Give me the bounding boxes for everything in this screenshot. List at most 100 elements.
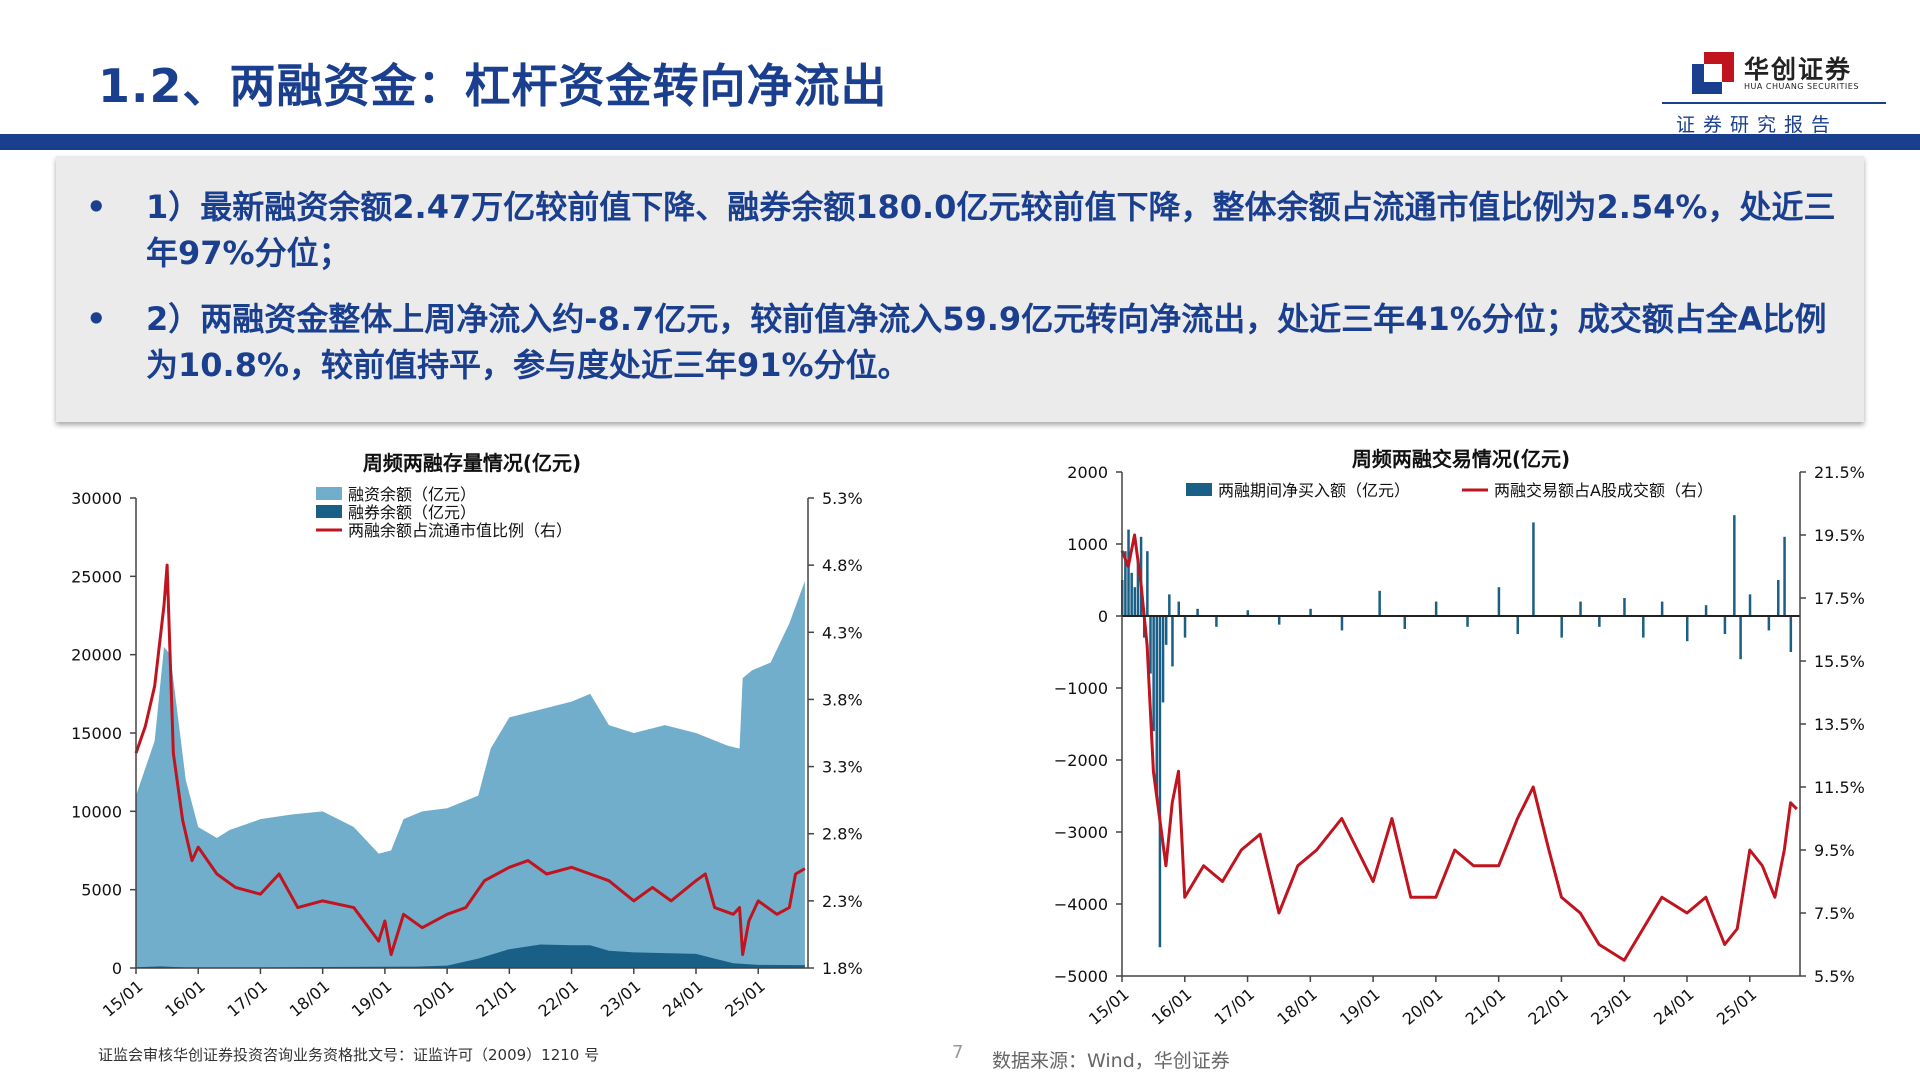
bar [1403,616,1406,629]
y-tick-label-left: 10000 [71,802,122,821]
bar [1340,616,1344,631]
logo-text-cn: 华创证券 [1744,55,1853,84]
x-tick-label: 21/01 [1462,985,1510,1029]
chart-right: 周频两融交易情况(亿元) −5000 −4000 −3000 −2000 −1000 0 10… [1054,447,1865,1029]
bar [1642,616,1645,638]
y-tick-label-left: 25000 [71,567,122,586]
legend-label: 融资余额（亿元） [348,485,476,504]
bar [1161,616,1165,703]
bullet-text: 2）两融资金整体上周净流入约-8.7亿元，较前值净流入59.9亿元转向净流出，处… [146,300,1827,384]
x-tick-label: 25/01 [721,977,769,1021]
report-label: 证券研究报告 [1676,114,1839,136]
bar [1196,608,1199,616]
x-tick-label: 19/01 [1336,985,1384,1029]
x-tick-label: 20/01 [1399,985,1447,1029]
y-tick-label-right: 2.8% [822,825,863,844]
x-tick-label: 24/01 [659,977,707,1021]
bar [1133,587,1137,616]
bar [1124,551,1127,616]
series-0-area [136,581,805,968]
bullet-marker: • [86,188,107,226]
y-tick-label-right: 7.5% [1814,904,1855,923]
bar [1516,616,1519,634]
legend-label: 融券余额（亿元） [348,503,476,522]
logo-text-en: HUA CHUANG SECURITIES [1744,82,1859,91]
x-tick-label: 22/01 [1524,985,1572,1029]
page-title: 1.2、两融资金：杠杆资金转向净流出 [98,59,888,113]
bar [1789,616,1793,652]
x-tick-label: 17/01 [223,977,271,1021]
bar [1733,515,1736,616]
x-tick-label: 24/01 [1650,985,1698,1029]
series-1-line [1120,533,1798,962]
y-tick-label-left: 0 [112,959,122,978]
bar [1149,616,1152,674]
bullet-marker: • [86,300,107,338]
y-tick-label-left: −1000 [1054,679,1108,698]
bar [1704,605,1708,616]
y-tick-label-left: 20000 [71,646,122,665]
x-tick-label: 17/01 [1211,985,1259,1029]
y-tick-label-left: 15000 [71,724,122,743]
bullet-text: 1）最新融资余额2.47万亿较前值下降、融券余额180.0亿元较前值下降，整体余… [146,188,1836,272]
series-1-area [136,944,805,968]
legend-swatch [316,487,342,500]
x-tick-label: 15/01 [1085,985,1133,1029]
header-band [0,134,1920,150]
y-tick-label-right: 15.5% [1814,652,1865,671]
y-tick-label-right: 17.5% [1814,589,1865,608]
y-tick-label-left: 0 [1098,607,1108,626]
bar [1146,551,1149,616]
page-number: 7 [952,1042,964,1063]
bar [1246,610,1250,616]
y-tick-label-right: 13.5% [1814,715,1865,734]
summary-box: • 1）最新融资余额2.47万亿较前值下降、融券余额180.0亿元较前值下降，整… [56,156,1864,422]
bar [1767,616,1771,631]
x-tick-label: 15/01 [99,977,147,1021]
bar [1277,616,1281,625]
legend-label: 两融余额占流通市值比例（右） [348,521,572,540]
y-tick-label-right: 5.3% [822,489,863,508]
bar [1748,594,1752,616]
bar [1777,580,1780,616]
y-tick-label-left: −4000 [1054,895,1108,914]
x-tick-label: 25/01 [1713,985,1761,1029]
bar [1155,616,1159,796]
y-tick-label-right: 5.5% [1814,967,1855,986]
y-tick-label-right: 1.8% [822,959,863,978]
bar [1723,616,1727,634]
bar [1164,616,1168,645]
legend-swatch [1186,483,1212,496]
bar [1158,616,1162,948]
bar [1686,616,1689,642]
chart-title: 周频两融交易情况(亿元) [1352,447,1570,471]
bar [1171,616,1174,667]
logo-mark-icon [1692,52,1734,94]
x-tick-label: 21/01 [472,977,520,1021]
series-2-line [134,563,806,957]
bar [1532,522,1535,616]
bar [1783,536,1786,616]
bar [1215,616,1218,627]
chart-left: 周频两融存量情况(亿元) 0 5000 10000 15000 20000 25000 300… [71,451,863,1021]
x-tick-label: 22/01 [535,977,583,1021]
bar [1739,616,1742,660]
bar [1177,601,1180,616]
x-tick-label: 18/01 [286,977,334,1021]
chart-title: 周频两融存量情况(亿元) [363,451,581,475]
x-tick-label: 16/01 [161,977,209,1021]
x-tick-label: 19/01 [348,977,396,1021]
bar [1623,598,1626,616]
bar [1309,608,1312,616]
bar [1136,558,1140,616]
footer-note: 证监会审核华创证券投资咨询业务资格批文号：证监许可（2009）1210 号 [98,1046,600,1064]
y-tick-label-left: 30000 [71,489,122,508]
bar [1152,616,1155,732]
y-tick-label-right: 9.5% [1814,841,1855,860]
bar [1183,616,1187,638]
logo: 华创证券 HUA CHUANG SECURITIES [1690,50,1870,96]
bar [1560,616,1563,638]
y-tick-label-right: 4.3% [822,623,863,642]
y-tick-label-left: −3000 [1054,823,1108,842]
y-tick-label-right: 11.5% [1814,778,1865,797]
